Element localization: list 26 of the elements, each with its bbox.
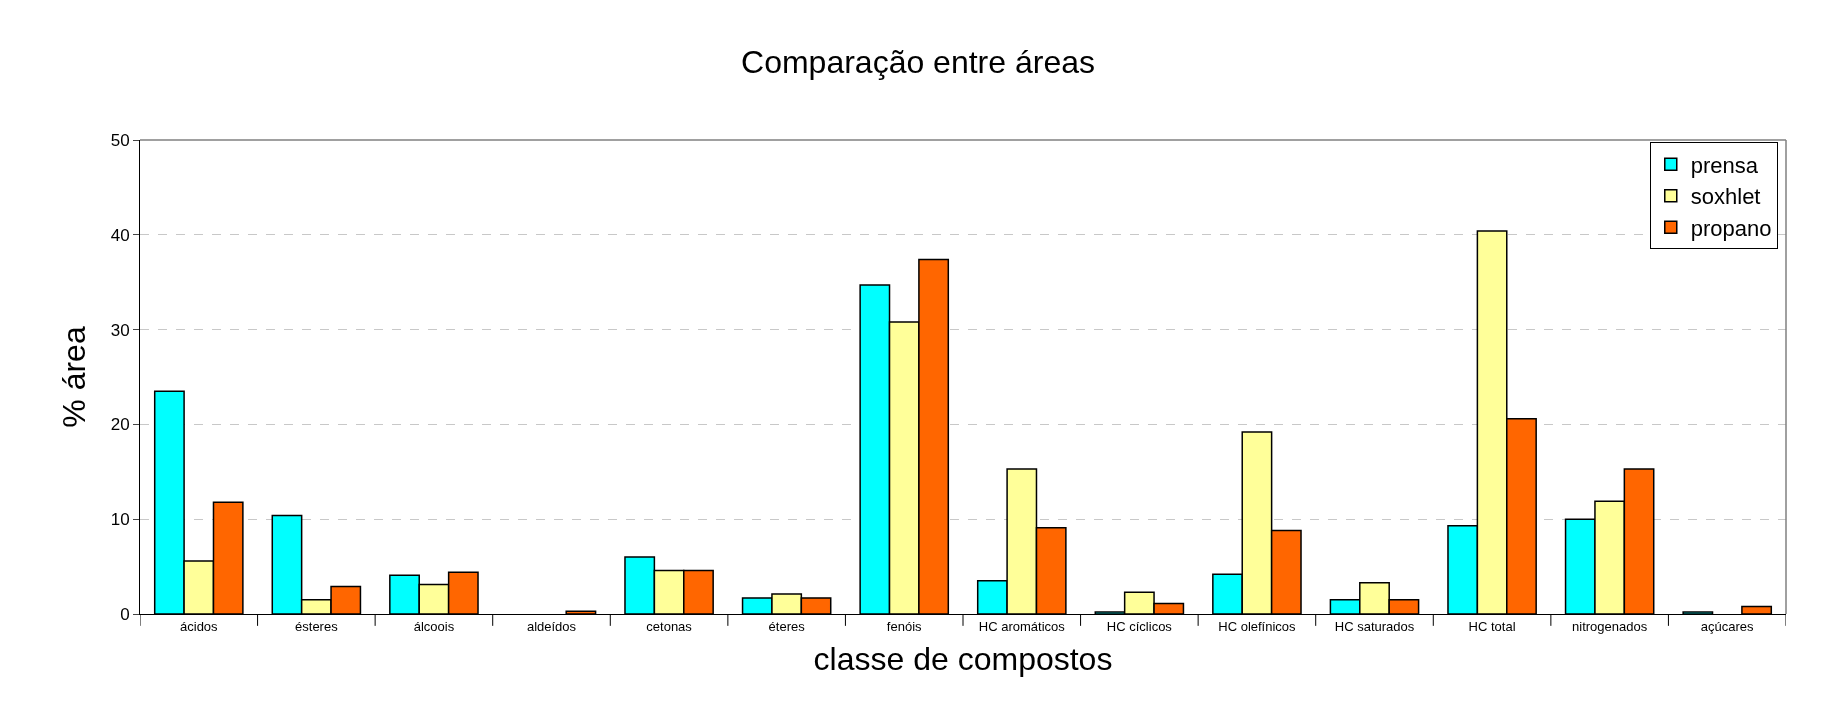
x-tick-label: aldeídos (526, 618, 577, 634)
x-tick-label: cetonas (646, 618, 693, 634)
x-tick-label: ésteres (295, 618, 339, 634)
x-tick-label: nitrogenados (1572, 618, 1648, 634)
x-tick-label: HC aromáticos (978, 618, 1066, 634)
x-tick-label: HC total (1468, 618, 1516, 634)
y-tick-label: 0 (120, 604, 130, 624)
legend-label: propano (1690, 215, 1772, 241)
y-axis-title: % área (55, 326, 92, 428)
x-tick-label: HC olefínicos (1218, 618, 1297, 634)
legend-label: soxhlet (1690, 184, 1761, 210)
y-tick-label: 10 (110, 510, 130, 530)
x-axis-title: classe de compostos (813, 641, 1113, 678)
y-tick-label: 40 (110, 225, 130, 245)
y-tick-label: 20 (110, 415, 130, 435)
x-tick-label: açúcares (1700, 618, 1755, 634)
x-tick-label: álcoois (413, 618, 455, 634)
x-tick-label: HC saturados (1334, 618, 1415, 634)
x-tick-label: fenóis (886, 618, 923, 634)
chart-title: Comparação entre áreas (741, 44, 1095, 81)
y-tick-label: 30 (110, 320, 130, 340)
x-tick-label: ácidos (180, 618, 219, 634)
x-tick-label: éteres (768, 618, 806, 634)
x-tick-label: HC cíclicos (1106, 618, 1173, 634)
y-tick-label: 50 (110, 130, 130, 150)
legend-label: prensa (1690, 152, 1759, 178)
